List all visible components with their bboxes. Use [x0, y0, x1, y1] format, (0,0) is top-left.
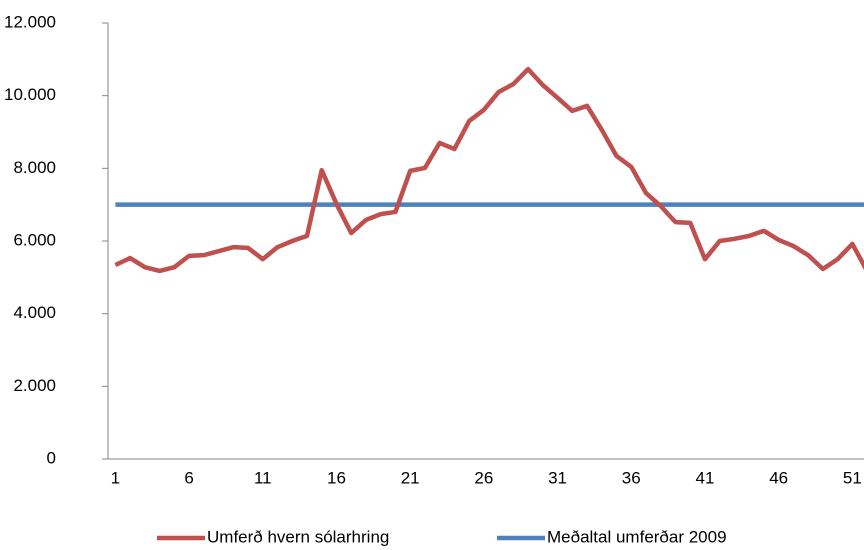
x-tick-label: 21 [401, 468, 420, 487]
y-tick-label: 4.000 [13, 303, 56, 322]
series-line [114, 66, 864, 274]
x-tick-label: 36 [622, 468, 641, 487]
x-tick-label: 16 [327, 468, 346, 487]
x-tick-label: 46 [769, 468, 788, 487]
legend-label: Meðaltal umferðar 2009 [547, 527, 727, 546]
x-tick-label: 31 [548, 468, 567, 487]
y-tick-label: 0 [47, 448, 56, 467]
x-tick-label: 6 [184, 468, 193, 487]
y-tick-label: 2.000 [13, 376, 56, 395]
x-tick-label: 11 [254, 468, 272, 487]
x-tick-label: 51 [843, 468, 862, 487]
y-tick-label: 8.000 [13, 158, 56, 177]
x-tick-label: 1 [111, 468, 120, 487]
y-tick-label: 6.000 [13, 230, 56, 249]
y-tick-label: 10.000 [4, 85, 56, 104]
x-tick-label: 41 [696, 468, 715, 487]
x-tick-label: 26 [474, 468, 493, 487]
legend-label: Umferð hvern sólarhring [207, 527, 389, 546]
y-tick-label: 12.000 [4, 12, 56, 31]
